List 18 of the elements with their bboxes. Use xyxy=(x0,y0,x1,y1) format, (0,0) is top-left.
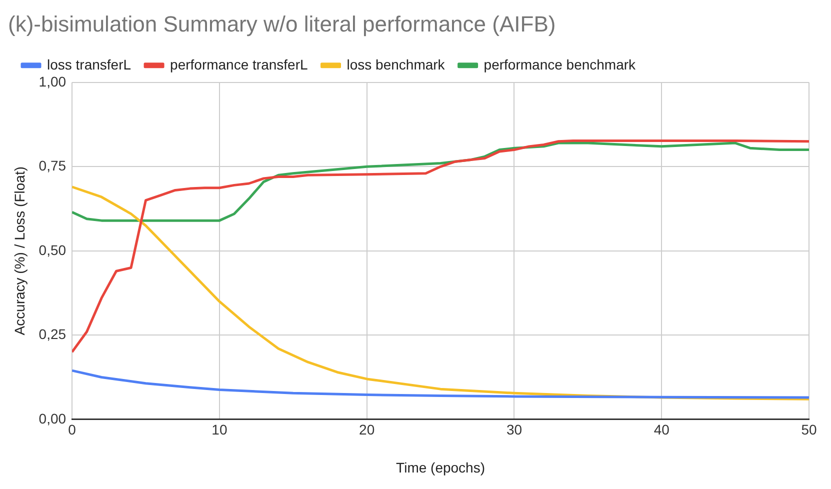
y-tick-label: 0,50 xyxy=(38,242,66,258)
x-tick-label: 10 xyxy=(212,422,228,438)
y-tick-label: 0,75 xyxy=(38,158,66,174)
legend-label: loss transferL xyxy=(47,56,132,72)
y-tick-label: 0,00 xyxy=(38,410,66,426)
legend-label: performance transferL xyxy=(170,56,308,72)
legend-label: performance benchmark xyxy=(484,56,637,72)
chart-title: (k)-bisimulation Summary w/o literal performance (AIFB) xyxy=(8,11,556,36)
y-axis-title: Accuracy (%) / Loss (Float) xyxy=(11,166,28,336)
x-tick-label: 0 xyxy=(68,422,76,438)
x-tick-label: 50 xyxy=(801,422,817,438)
x-axis-title: Time (epochs) xyxy=(396,459,485,476)
x-tick-label: 30 xyxy=(506,422,522,438)
y-tick-label: 0,25 xyxy=(38,326,66,342)
x-tick-label: 40 xyxy=(654,422,670,438)
x-tick-label: 20 xyxy=(359,422,375,438)
y-tick-label: 1,00 xyxy=(38,73,66,90)
legend-label: loss benchmark xyxy=(346,56,446,72)
